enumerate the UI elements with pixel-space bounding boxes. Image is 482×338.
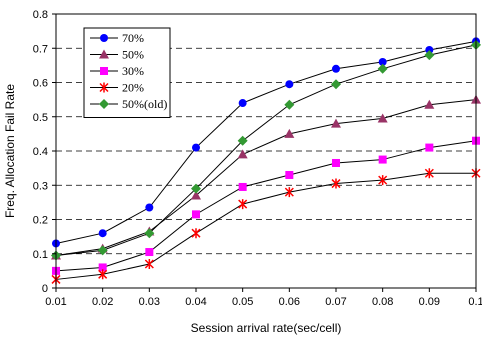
legend-marker: [99, 82, 109, 93]
data-point: [191, 183, 201, 194]
data-point: [238, 182, 247, 191]
legend-box: [83, 27, 171, 118]
y-tick-label: 0.3: [33, 180, 48, 192]
series-line: [55, 44, 477, 256]
x-tick-label: 0.06: [279, 296, 300, 308]
data-point: [192, 143, 200, 152]
data-point: [378, 155, 387, 164]
legend-label: 50%(old): [122, 97, 167, 111]
data-point: [238, 99, 247, 108]
data-point: [424, 99, 435, 109]
data-point: [332, 158, 340, 167]
x-tick-label: 0.07: [325, 296, 346, 308]
legend-item: 50%(old): [90, 97, 167, 111]
data-point: [237, 135, 248, 146]
data-point: [377, 63, 388, 74]
data-point: [191, 190, 201, 200]
series-line: [55, 140, 477, 272]
data-point: [424, 168, 434, 179]
data-point: [238, 199, 248, 210]
legend-label: 70%: [122, 31, 144, 45]
series-line: [55, 40, 477, 244]
x-tick-label: 0.04: [185, 296, 206, 308]
data-point: [378, 57, 387, 66]
y-tick-label: 0.6: [33, 78, 48, 90]
y-tick-label: 0.4: [33, 146, 48, 158]
data-point: [331, 178, 341, 189]
series-5: [51, 39, 481, 261]
x-tick-label: 0.01: [45, 296, 66, 308]
legend-item: 70%: [90, 31, 144, 45]
data-point: [285, 170, 294, 179]
data-point: [378, 175, 388, 186]
series-3: [52, 136, 480, 275]
legend-item: 50%: [90, 48, 144, 62]
data-point: [98, 269, 108, 280]
series-group: [51, 37, 481, 285]
y-axis-label: Freq. Allocation Fail Rate: [3, 84, 17, 218]
y-tick-label: 0.8: [33, 9, 48, 21]
y-tick-label: 0.5: [33, 112, 48, 124]
x-tick-label: 0.03: [139, 296, 160, 308]
data-point: [97, 245, 108, 256]
legend-label: 50%: [122, 48, 144, 62]
legend-marker: [100, 67, 108, 75]
x-tick-label: 0.08: [372, 296, 393, 308]
data-point: [332, 64, 340, 73]
y-tick-label: 0.7: [33, 43, 48, 55]
data-point: [284, 187, 294, 198]
axis-ticks: 0 0.1 0.2 0.3 0.4 0.5 0.6 0.7 0.8 0.01 0.02 0.03 0.0…: [33, 9, 482, 308]
data-point: [425, 45, 434, 54]
data-point: [424, 50, 435, 61]
x-tick-label: 0.02: [92, 296, 113, 308]
legend-marker: [100, 34, 108, 42]
series-line: [55, 99, 477, 256]
data-point: [144, 259, 154, 270]
legend-marker: [99, 49, 109, 59]
data-point: [144, 228, 155, 239]
data-point: [285, 80, 294, 89]
legend-label: 20%: [122, 81, 144, 95]
data-point: [284, 99, 295, 110]
data-point: [237, 149, 248, 159]
data-point: [98, 263, 107, 272]
y-tick-label: 0.1: [33, 249, 48, 261]
x-tick-label: 0.1: [468, 296, 482, 308]
data-point: [145, 203, 154, 212]
data-point: [145, 248, 154, 257]
data-point: [191, 228, 201, 239]
data-point: [425, 143, 434, 152]
data-point: [284, 128, 295, 138]
y-tick-label: 0: [42, 283, 48, 295]
legend-item: 20%: [90, 81, 144, 95]
data-point: [192, 210, 200, 219]
legend-item: 30%: [90, 64, 144, 78]
x-tick-label: 0.09: [419, 296, 440, 308]
legend: 70% 50% 30% 20% 50%(old): [83, 27, 171, 118]
legend-marker: [99, 99, 109, 109]
legend-label: 30%: [122, 64, 144, 78]
data-point: [98, 229, 107, 238]
data-point: [331, 118, 341, 128]
x-axis-label: Session arrival rate(sec/cell): [191, 321, 342, 335]
x-tick-label: 0.05: [232, 296, 253, 308]
y-tick-label: 0.2: [33, 215, 48, 227]
data-point: [331, 79, 341, 90]
series-line: [55, 172, 476, 280]
data-point: [377, 113, 388, 123]
